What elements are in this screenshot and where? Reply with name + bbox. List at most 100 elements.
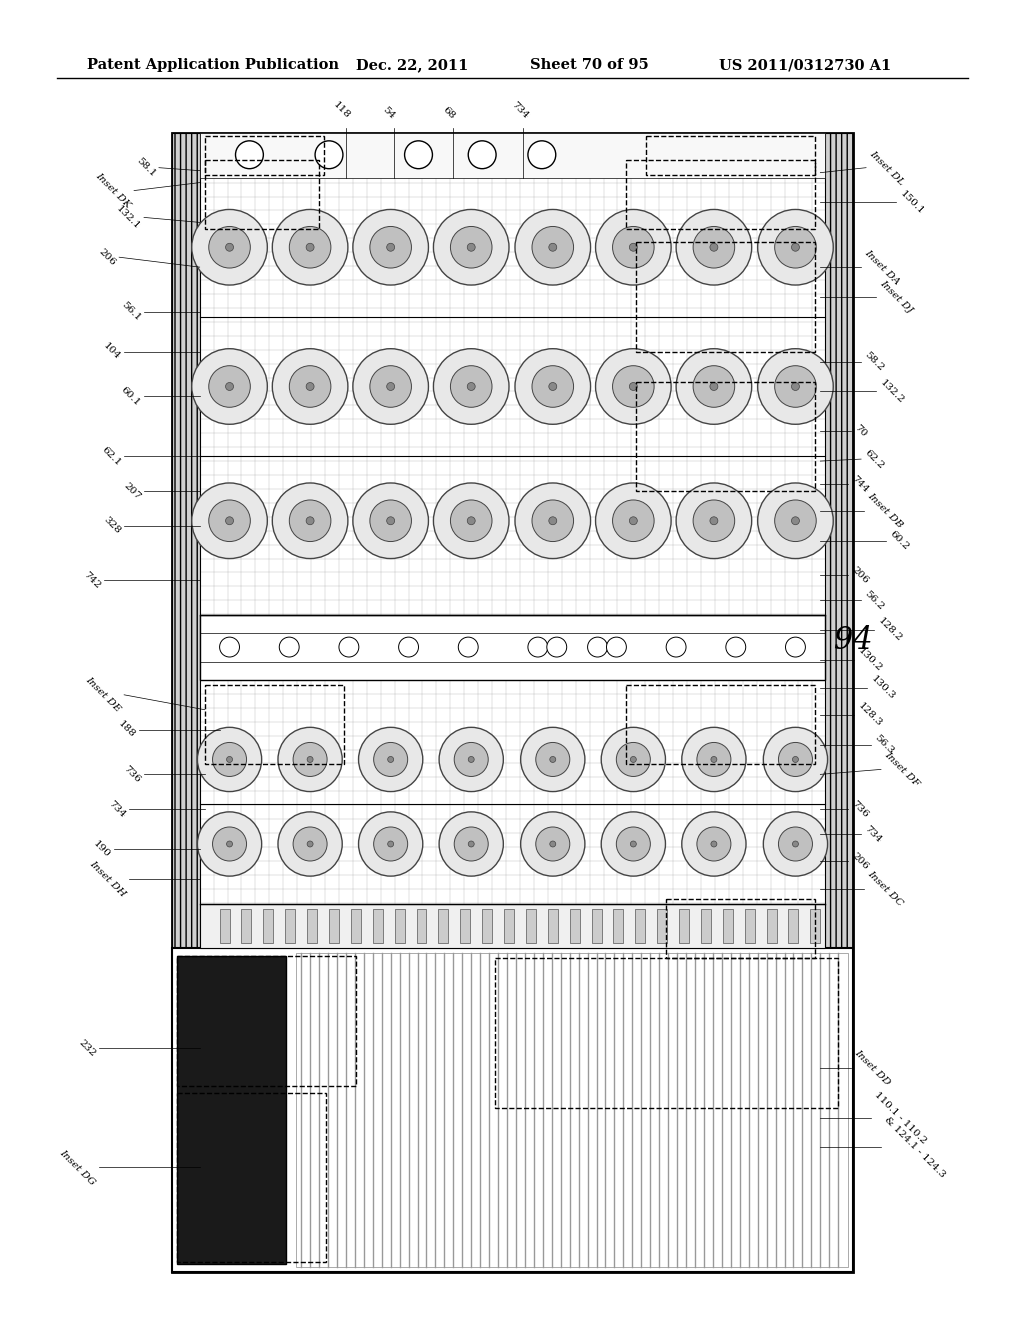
Circle shape [290,227,331,268]
Circle shape [693,366,734,408]
Circle shape [467,243,475,251]
Text: 206: 206 [96,247,117,268]
Bar [205,136,324,174]
Circle shape [532,500,573,541]
Circle shape [631,841,636,847]
Circle shape [280,638,299,657]
Circle shape [191,210,267,285]
Text: Inset DH: Inset DH [87,859,127,899]
Text: 132.2: 132.2 [878,378,905,405]
Circle shape [549,383,557,391]
Circle shape [191,348,267,424]
Circle shape [547,638,566,657]
Circle shape [528,141,556,169]
Text: 734: 734 [106,799,127,820]
Text: 62.2: 62.2 [863,447,886,470]
Circle shape [528,638,548,657]
Circle shape [370,227,412,268]
Circle shape [612,500,654,541]
Circle shape [307,841,313,847]
Circle shape [353,483,428,558]
Circle shape [468,141,496,169]
Text: 736: 736 [122,764,142,784]
Bar [701,908,711,944]
Circle shape [532,227,573,268]
Bar [242,908,252,944]
Text: 206: 206 [850,565,870,586]
Circle shape [433,483,509,558]
Circle shape [209,366,250,408]
Circle shape [793,841,799,847]
Circle shape [775,227,816,268]
Circle shape [631,756,636,763]
Circle shape [387,383,394,391]
Circle shape [451,227,492,268]
Text: 232: 232 [77,1038,97,1059]
Circle shape [616,742,650,776]
Circle shape [778,742,812,776]
Text: 58.1: 58.1 [134,156,157,180]
Bar [200,904,825,949]
Circle shape [307,756,313,763]
Bar [667,899,815,958]
Circle shape [596,210,671,285]
Circle shape [272,483,348,558]
Circle shape [549,517,557,525]
Bar [205,685,344,764]
Text: 128.2: 128.2 [876,616,903,644]
Bar [635,908,645,944]
Circle shape [439,812,504,876]
Bar [526,908,536,944]
Circle shape [387,517,394,525]
Circle shape [630,383,637,391]
Circle shape [536,828,569,861]
Circle shape [536,742,569,776]
Text: Inset DL: Inset DL [868,149,906,186]
Circle shape [370,500,412,541]
Bar [417,908,426,944]
Text: 150.1: 150.1 [898,189,926,216]
Bar [177,1093,326,1262]
Circle shape [219,638,240,657]
Text: Inset DJ: Inset DJ [878,279,914,315]
Circle shape [226,756,232,763]
Circle shape [550,756,556,763]
Bar [744,908,755,944]
Circle shape [293,828,327,861]
Text: 56.2: 56.2 [863,589,886,611]
Text: 62.1: 62.1 [99,445,122,467]
Circle shape [358,727,423,792]
Text: 736: 736 [850,799,870,820]
Text: 110.1 - 110.2: 110.1 - 110.2 [873,1090,929,1146]
Circle shape [763,812,827,876]
Circle shape [353,348,428,424]
Circle shape [710,383,718,391]
Bar [825,133,853,1271]
Text: 742: 742 [82,570,102,590]
Text: & 124.1 - 124.3: & 124.1 - 124.3 [883,1115,947,1180]
Circle shape [236,141,263,169]
Circle shape [451,500,492,541]
Circle shape [775,500,816,541]
Circle shape [612,366,654,408]
Circle shape [711,756,717,763]
Circle shape [225,383,233,391]
Circle shape [439,727,504,792]
Circle shape [191,483,267,558]
Circle shape [433,210,509,285]
Text: 130.3: 130.3 [869,675,896,701]
Bar [438,908,449,944]
Bar [200,133,825,178]
Bar [548,908,558,944]
Circle shape [515,210,591,285]
Circle shape [404,141,432,169]
Circle shape [726,638,745,657]
Text: Dec. 22, 2011: Dec. 22, 2011 [356,58,468,73]
Text: 104: 104 [101,342,122,362]
Circle shape [520,812,585,876]
Text: 56.1: 56.1 [120,301,142,323]
Text: Inset DE: Inset DE [84,676,122,714]
Circle shape [758,483,834,558]
Circle shape [710,243,718,251]
Circle shape [667,638,686,657]
